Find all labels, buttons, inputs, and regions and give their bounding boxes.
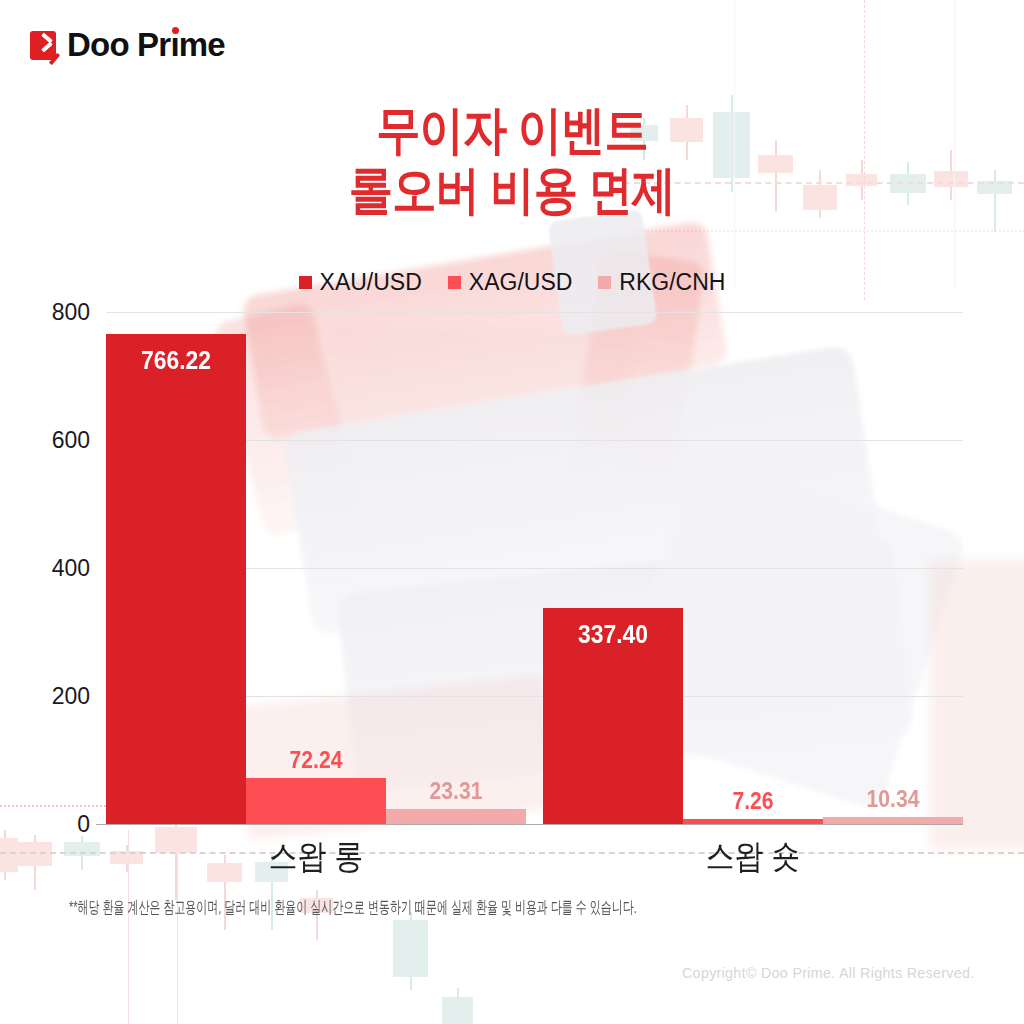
y-tick-label: 400 (20, 555, 90, 582)
y-tick-label: 600 (20, 427, 90, 454)
y-tick-label: 200 (20, 683, 90, 710)
chart-legend: XAU/USD XAG/USD RKG/CNH (0, 269, 1024, 296)
bar-xag-usd-0 (246, 778, 386, 824)
value-label: 337.40 (551, 619, 674, 650)
y-tick-label: 0 (20, 811, 90, 838)
gridline-800 (106, 312, 963, 313)
category-label: 스왑 숏 (643, 834, 864, 880)
value-label: 72.24 (254, 746, 377, 774)
legend-label: XAU/USD (320, 269, 422, 296)
doo-prime-logo: Doo Prıme (30, 26, 225, 64)
bar-xag-usd-1 (683, 819, 823, 824)
legend-item-xag-usd: XAG/USD (448, 269, 573, 296)
value-label: 10.34 (831, 785, 954, 813)
doo-prime-logo-icon (30, 31, 56, 60)
legend-swatch-icon (299, 276, 312, 289)
legend-label: XAG/USD (469, 269, 573, 296)
legend-item-rkg-cnh: RKG/CNH (598, 269, 725, 296)
category-label: 스왑 롱 (206, 834, 427, 880)
legend-swatch-icon (598, 276, 611, 289)
poster-title: 무이자 이벤트 롤오버 비용 면제 (77, 100, 947, 220)
bar-rkg-cnh-1 (823, 817, 963, 824)
x-axis-line (96, 824, 963, 825)
value-label: 766.22 (114, 345, 237, 376)
copyright-text: Copyright© Doo Prime. All Rights Reserve… (682, 965, 975, 981)
legend-swatch-icon (448, 276, 461, 289)
bar-xau-usd-0 (106, 334, 246, 824)
title-line-2: 롤오버 비용 면제 (77, 160, 947, 220)
value-label: 23.31 (394, 777, 517, 805)
disclaimer-footnote: **해당 환율 계산은 참고용이며, 달러 대비 환율이 실시간으로 변동하기 … (69, 896, 637, 919)
value-label: 7.26 (691, 787, 814, 815)
y-tick-label: 800 (20, 299, 90, 326)
bar-rkg-cnh-0 (386, 809, 526, 824)
title-line-1: 무이자 이벤트 (77, 100, 947, 160)
legend-label: RKG/CNH (619, 269, 725, 296)
legend-item-xau-usd: XAU/USD (299, 269, 422, 296)
brand-name: Doo Prıme (67, 26, 225, 64)
